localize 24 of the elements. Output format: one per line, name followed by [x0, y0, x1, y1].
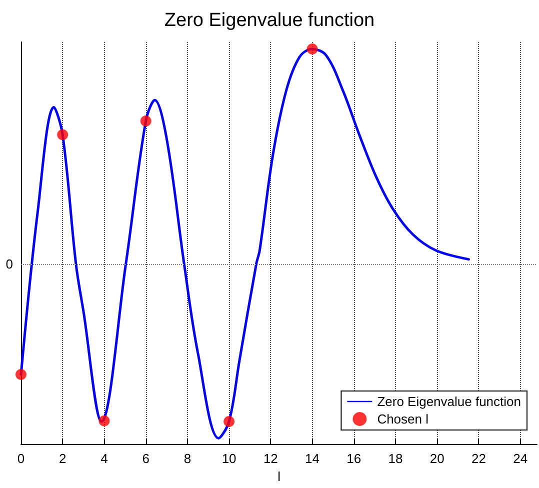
- x-tick-label: 12: [263, 451, 278, 466]
- x-tick-label: 8: [184, 451, 192, 466]
- point: [57, 129, 68, 140]
- x-tick-label: 24: [513, 451, 528, 466]
- legend-label: Chosen l: [377, 412, 429, 426]
- x-tick-label: 22: [472, 451, 486, 466]
- point: [140, 115, 152, 126]
- x-tick-label: 20: [430, 451, 444, 466]
- x-tick-label: 2: [58, 451, 66, 466]
- x-tick-label: 18: [388, 451, 403, 466]
- point: [306, 44, 318, 55]
- x-tick-label: 10: [222, 451, 236, 466]
- ref-line-label: 0: [6, 256, 13, 272]
- x-tick-label: 16: [346, 451, 362, 466]
- point: [16, 368, 26, 380]
- x-tick-label: 4: [100, 451, 108, 466]
- point: [98, 415, 110, 426]
- x-tick-label: 0: [17, 451, 25, 466]
- x-axis-title: l: [278, 469, 281, 484]
- legend-label: Zero Eigenvalue function: [377, 394, 521, 409]
- chart-title: Zero Eigenvalue function: [164, 10, 375, 31]
- x-tick-label: 6: [142, 451, 150, 466]
- point: [224, 416, 235, 427]
- x-tick-label: 14: [305, 451, 320, 466]
